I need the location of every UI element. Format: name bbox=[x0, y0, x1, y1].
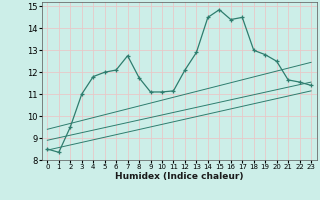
X-axis label: Humidex (Indice chaleur): Humidex (Indice chaleur) bbox=[115, 172, 244, 181]
